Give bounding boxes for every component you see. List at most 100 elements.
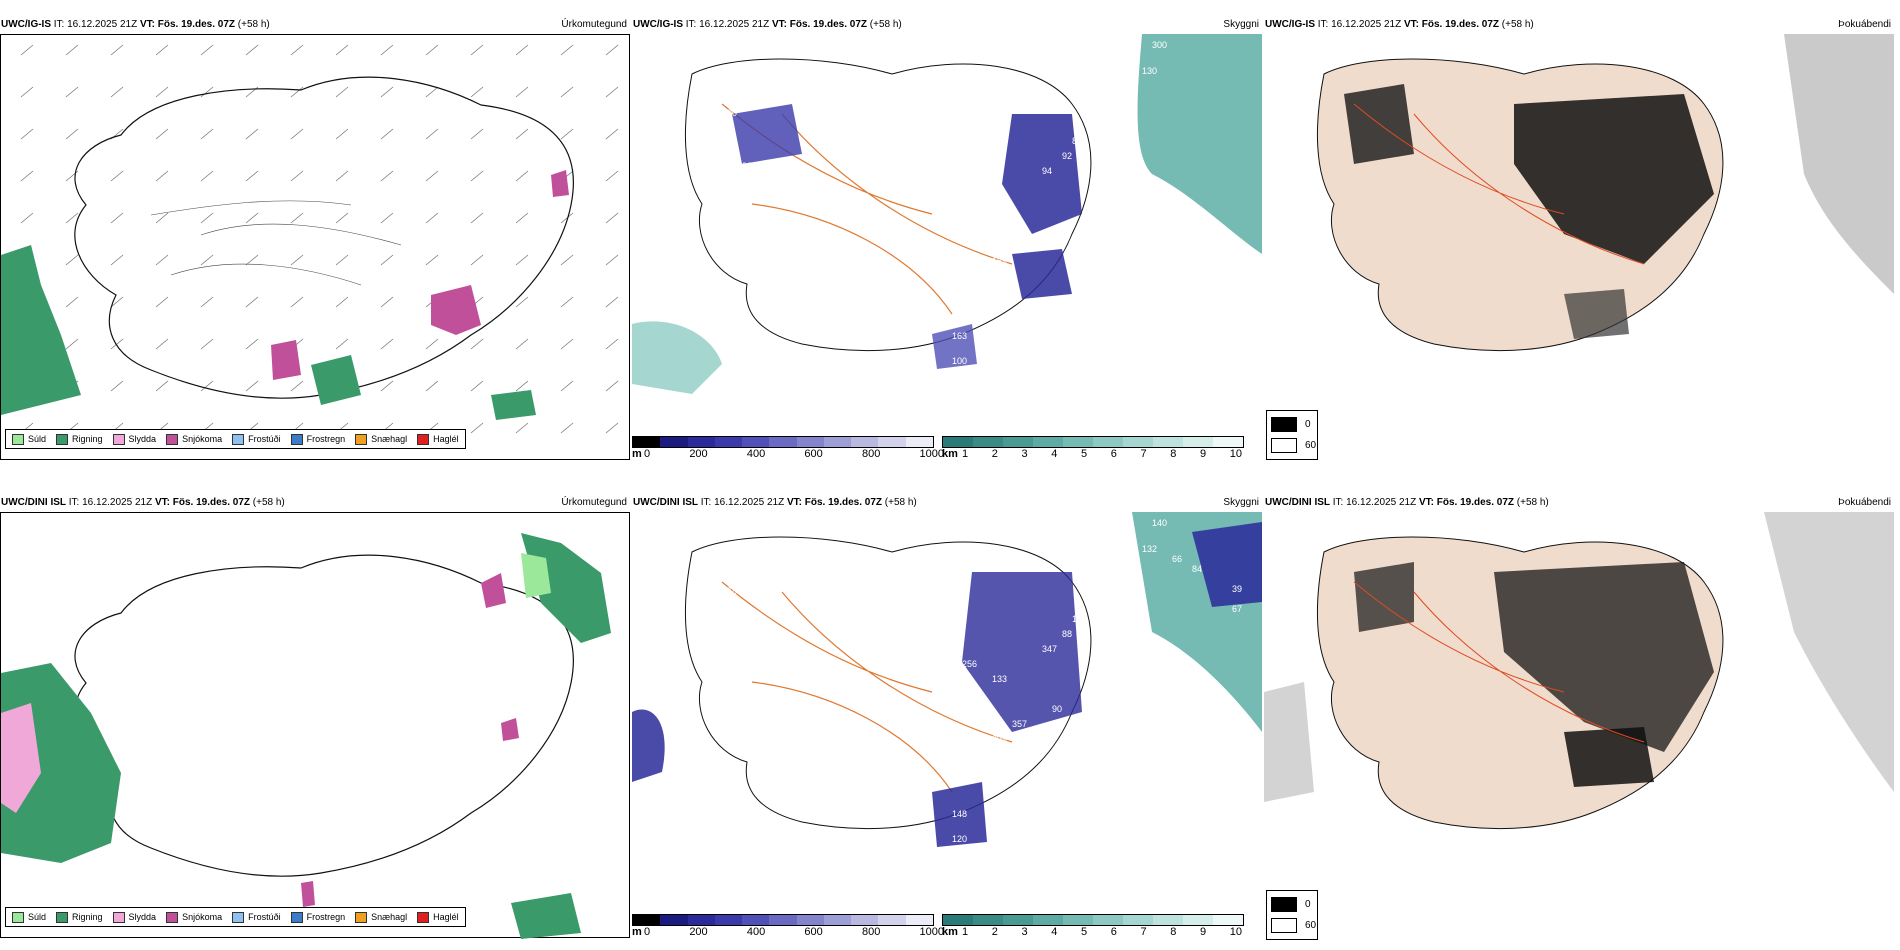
cloud-base-value: 113 (1102, 256, 1116, 266)
legend-item: Frostregn (290, 433, 345, 445)
wind-barb (20, 212, 34, 224)
cbar-seg (714, 437, 743, 447)
cloud-base-value: 96 (992, 196, 1002, 206)
cbar-seg (973, 437, 1003, 447)
wind-barb (605, 44, 619, 56)
it-value: 16.12.2025 21Z (67, 19, 138, 30)
cbar-seg (943, 437, 973, 447)
vt-value: Fös. 19.des. 07Z (1421, 19, 1500, 30)
wind-barb (515, 338, 529, 350)
wind-barb (155, 380, 169, 392)
vt-value: Fös. 19.des. 07Z (789, 19, 868, 30)
wind-barb (470, 338, 484, 350)
wind-barb (110, 86, 124, 98)
iceland-outline (74, 76, 574, 399)
fog-map (1264, 34, 1894, 460)
wind-barb (245, 254, 259, 266)
it-value: 16.12.2025 21Z (699, 19, 770, 30)
cbar-seg (851, 437, 879, 447)
wind-barb (560, 128, 574, 140)
vt-value: Fös. 19.des. 07Z (804, 497, 883, 508)
wind-barb (200, 254, 214, 266)
cbar-seg (714, 915, 743, 925)
cloud-base-value: 357 (1012, 719, 1027, 729)
fog-legend-bottom: 0 60 (1266, 890, 1318, 940)
wind-barb (560, 44, 574, 56)
wind-barb (380, 254, 394, 266)
cloud-base-value: 138 (852, 136, 867, 146)
cbar-seg (687, 437, 715, 447)
cloud-map: 140 132 178 92 256 347 88 168 133 90 116 225 299 357 1… (632, 512, 1262, 938)
wind-barb (65, 86, 79, 98)
cloud-base-value: 104 (942, 769, 957, 779)
panel-header: UWC/DINI ISL IT: 16.12.2025 21Z VT: Fös.… (633, 496, 1261, 510)
wind-barb (245, 296, 259, 308)
cloud-base-value: 140 (1152, 518, 1167, 528)
cbar-seg (796, 915, 824, 925)
wind-barb (515, 128, 529, 140)
legend-item: Frostúði (232, 433, 281, 445)
cbar-seg (660, 437, 688, 447)
wind-barb (335, 44, 349, 56)
wind-barb (605, 380, 619, 392)
legend-swatch (290, 433, 303, 445)
wind-barb (290, 170, 304, 182)
wind-barb (200, 296, 214, 308)
cloud-base-value: 100 (952, 356, 967, 366)
wind-barb (380, 86, 394, 98)
wind-barb (155, 86, 169, 98)
wind-barb (425, 338, 439, 350)
vt-label: VT: (154, 497, 170, 508)
cbar-seg (823, 437, 852, 447)
it-value: 16.12.2025 21Z (1331, 19, 1402, 30)
wind-barb (335, 254, 349, 266)
panel-title: Úrkomutegund (561, 497, 627, 508)
cbar-seg (769, 437, 797, 447)
cbar-seg (1123, 915, 1153, 925)
cbar-unit: m (632, 448, 642, 460)
cloud-base-value: 300 (1152, 40, 1167, 50)
legend-item: Slydda (112, 433, 156, 445)
wind-barb (65, 296, 79, 308)
panel-title: Þokuábendi (1838, 497, 1891, 508)
cbar-seg (633, 915, 661, 925)
it-label: IT: (1317, 19, 1329, 30)
wind-barb (605, 128, 619, 140)
legend-swatch (12, 433, 24, 445)
legend-swatch (290, 911, 303, 923)
panel-header: UWC/DINI ISL IT: 16.12.2025 21Z VT: Fös.… (1265, 496, 1893, 510)
legend-item: Haglél (417, 433, 459, 445)
wind-barb (110, 254, 124, 266)
panel-header: UWC/IG-IS IT: 16.12.2025 21Z VT: Fös. 19… (633, 18, 1261, 32)
snow-area (431, 285, 481, 335)
cloud-base-value: 67 (1232, 604, 1242, 614)
wind-barb (380, 212, 394, 224)
wind-barb (200, 170, 214, 182)
wind-barb (155, 44, 169, 56)
wind-barb (605, 170, 619, 182)
cbar-seg (1123, 437, 1153, 447)
panel-title: Skyggni (1223, 19, 1259, 30)
snow-area (551, 170, 569, 197)
wind-barb (515, 380, 529, 392)
cloud-base-value: 93 (742, 161, 752, 171)
precip-type-panel-top: UWC/IG-IS IT: 16.12.2025 21Z VT: Fös. 19… (0, 0, 632, 466)
cloud-panel-bottom: UWC/DINI ISL IT: 16.12.2025 21Z VT: Fös.… (632, 480, 1264, 946)
legend-item: Frostregn (290, 911, 345, 923)
cbar-unit: km (942, 448, 958, 460)
cloud-base-value: 347 (1042, 644, 1057, 654)
legend-item: Súld (12, 433, 46, 445)
panel-header: UWC/IG-IS IT: 16.12.2025 21Z VT: Fös. 19… (1265, 18, 1893, 32)
visibility-colorbar (942, 914, 1244, 926)
wind-barb (380, 170, 394, 182)
wind-barb (560, 86, 574, 98)
wind-barb (380, 296, 394, 308)
wind-barb (110, 296, 124, 308)
cbar-seg (1033, 915, 1063, 925)
cloud-base-value: 178 (722, 586, 737, 596)
wind-barb (425, 86, 439, 98)
wind-barb (605, 422, 619, 434)
cbar-seg (905, 437, 933, 447)
wind-barb (560, 254, 574, 266)
legend-swatch (56, 433, 69, 445)
